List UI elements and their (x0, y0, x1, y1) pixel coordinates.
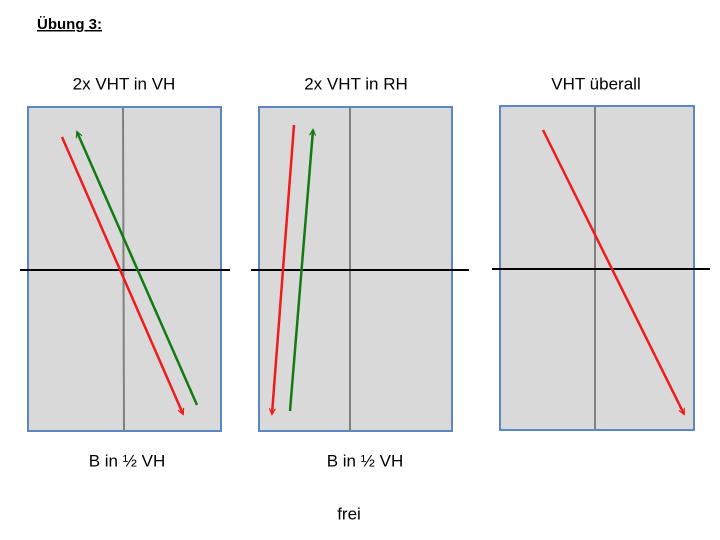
red-arrow (541, 129, 686, 416)
green-arrow (75, 130, 199, 406)
panel-caption: B in ½ VH (327, 451, 404, 470)
panel-title: VHT überall (551, 74, 640, 93)
panel (492, 105, 710, 431)
panel (251, 106, 469, 432)
panel (20, 106, 230, 432)
green-arrow (288, 128, 317, 412)
panel-title: 2x VHT in RH (304, 74, 408, 93)
panel-title: 2x VHT in VH (73, 74, 176, 93)
red-arrow (268, 124, 296, 416)
panel-caption: B in ½ VH (89, 451, 166, 470)
footer-text: frei (337, 504, 361, 523)
red-arrow (60, 136, 185, 416)
slide-title: Übung 3: (37, 16, 102, 33)
